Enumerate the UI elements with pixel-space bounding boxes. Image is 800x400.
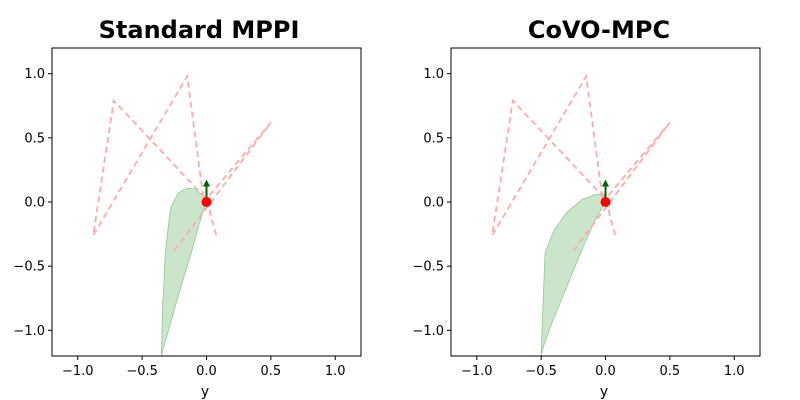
y-tick-label: 1.0 (24, 67, 45, 82)
y-tick-label: 0.5 (24, 131, 45, 146)
x-tick-label: −1.0 (62, 364, 94, 379)
x-tick-label: 0.5 (660, 364, 681, 379)
y-tick-label: 0.0 (24, 196, 45, 211)
chart-title: Standard MPPI (99, 16, 300, 44)
x-axis-label: y (600, 384, 608, 400)
x-tick-label: 1.0 (325, 364, 346, 379)
reference-path (92, 73, 272, 252)
y-tick-label: −0.5 (13, 260, 45, 275)
y-tick-label: 0.5 (423, 131, 444, 146)
x-tick-label: −1.0 (461, 364, 493, 379)
x-tick-label: 0.0 (595, 364, 616, 379)
plot-content (92, 73, 272, 356)
y-tick-label: 0.0 (423, 196, 444, 211)
panel-covo-mpc: CoVO-MPC y −1.0 −0.5 0.0 0.5 1.0 −1.0 −0.5 0.0 0… (412, 16, 761, 400)
heading-arrow-head (203, 179, 210, 187)
y-tick-label: −1.0 (13, 324, 45, 339)
reference-path (491, 73, 671, 252)
x-axis-label: y (201, 384, 209, 400)
y-tick-label: 1.0 (423, 67, 444, 82)
heading-arrow-head (602, 179, 609, 187)
robot-marker (600, 197, 611, 207)
plot-content (491, 73, 671, 356)
x-tick-label: 1.0 (724, 364, 745, 379)
chart-title: CoVO-MPC (528, 16, 670, 44)
x-tick-label: −0.5 (525, 364, 557, 379)
x-tick-label: −0.5 (126, 364, 158, 379)
y-tick-label: −1.0 (412, 324, 444, 339)
y-tick-label: −0.5 (412, 260, 444, 275)
x-tick-label: 0.5 (261, 364, 282, 379)
robot-marker (201, 197, 212, 207)
panel-standard-mppi: Standard MPPI y −1.0 −0.5 0.0 0.5 1.0 −1.0 −0.… (13, 16, 362, 400)
x-tick-label: 0.0 (196, 364, 217, 379)
